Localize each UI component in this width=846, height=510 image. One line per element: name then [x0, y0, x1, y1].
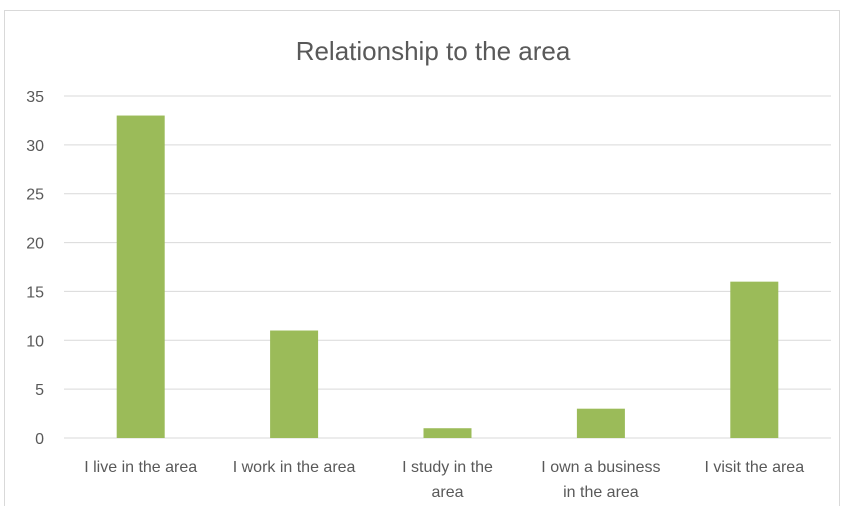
bar-4 — [730, 281, 779, 438]
y-tick-label: 25 — [26, 187, 44, 204]
bar-3 — [576, 408, 625, 438]
y-tick-label: 10 — [26, 333, 44, 350]
x-axis-categories: I live in the area I work in the area I st… — [84, 459, 804, 501]
bar-0 — [116, 115, 165, 439]
y-tick-label: 20 — [26, 236, 44, 253]
chart-title: Relationship to the area — [296, 36, 571, 66]
bar-2 — [423, 428, 472, 438]
bar-1 — [270, 330, 319, 438]
x-category-label: I work in the area — [233, 459, 356, 476]
y-axis-ticks: 0 5 10 15 20 25 30 35 — [26, 89, 44, 448]
gridlines — [64, 95, 831, 439]
x-category-label: I live in the area — [84, 459, 197, 476]
y-tick-label: 0 — [35, 431, 44, 448]
x-category-label: I study in the area — [402, 459, 493, 501]
x-category-label: I own a business in the area — [541, 459, 660, 501]
bars — [116, 115, 779, 439]
y-tick-label: 15 — [26, 284, 44, 301]
x-category-label: I visit the area — [704, 459, 804, 476]
y-tick-label: 35 — [26, 89, 44, 106]
y-tick-label: 30 — [26, 138, 44, 155]
y-tick-label: 5 — [35, 382, 44, 399]
